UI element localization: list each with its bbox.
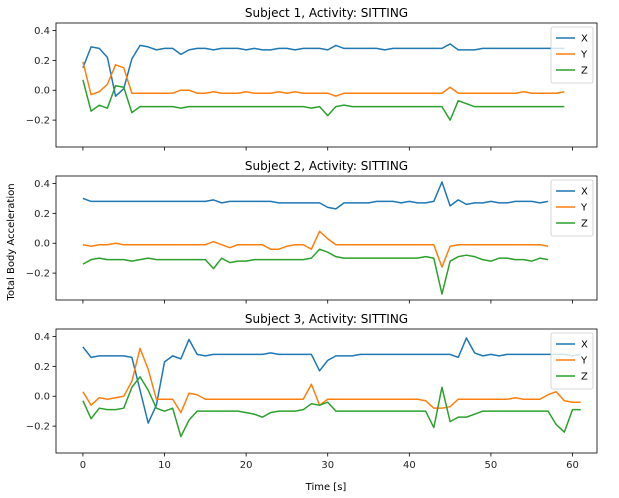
legend-label-x: X <box>581 340 588 351</box>
series-line-y <box>82 347 581 414</box>
x-tick-label: 20 <box>240 460 253 471</box>
legend: XYZ <box>550 26 594 84</box>
y-tick-label: 0.4 <box>34 26 50 37</box>
series-line-x <box>82 43 565 97</box>
legend-box <box>550 26 594 84</box>
y-tick-label: 0.4 <box>34 179 50 190</box>
y-tick-label: −0.2 <box>26 269 50 280</box>
y-tick-label: 0.2 <box>34 362 50 373</box>
y-tick-label: 0.0 <box>34 86 50 97</box>
legend-label-z: Z <box>581 219 588 230</box>
legend-label-y: Y <box>580 356 588 367</box>
subplot-3: Subject 3, Activity: SITTING −0.2 0.0 0.2 0.… <box>26 312 598 471</box>
y-tick-label: 0.2 <box>34 56 50 67</box>
legend-box <box>550 179 594 237</box>
axes-frame <box>55 175 598 301</box>
y-tick-label: 0.0 <box>34 392 50 403</box>
axes-frame <box>55 22 598 148</box>
legend-box <box>550 332 594 390</box>
series-line-y <box>82 230 549 268</box>
y-tick-label: 0.4 <box>34 332 50 343</box>
legend-label-x: X <box>581 34 588 45</box>
legend-label-y: Y <box>580 50 588 61</box>
y-tick-label: −0.2 <box>26 116 50 127</box>
legend-label-y: Y <box>580 203 588 214</box>
subplot-title: Subject 2, Activity: SITTING <box>245 159 408 173</box>
y-tick-label: −0.2 <box>26 422 50 433</box>
x-tick-label: 0 <box>80 460 86 471</box>
legend: XYZ <box>550 179 594 237</box>
legend-label-x: X <box>581 187 588 198</box>
legend-label-z: Z <box>581 66 588 77</box>
series-line-z <box>82 79 565 121</box>
series-line-z <box>82 376 581 438</box>
subplot-1: Subject 1, Activity: SITTING −0.2 0.0 0.2 0.… <box>26 6 598 151</box>
legend: XYZ <box>550 332 594 390</box>
y-tick-label: 0.0 <box>34 239 50 250</box>
x-tick-label: 30 <box>321 460 334 471</box>
x-axis-label: Time [s] <box>305 482 347 493</box>
x-tick-label: 40 <box>403 460 416 471</box>
axes-frame <box>55 328 598 454</box>
y-axis-label: Total Body Acceleration <box>6 183 17 301</box>
legend-label-z: Z <box>581 372 588 383</box>
subplot-title: Subject 3, Activity: SITTING <box>245 312 408 326</box>
series-line-y <box>82 61 565 97</box>
series-line-x <box>82 181 549 210</box>
subplot-title: Subject 1, Activity: SITTING <box>245 6 408 20</box>
series-line-z <box>82 248 549 295</box>
subplot-2: Subject 2, Activity: SITTING −0.2 0.0 0.2 0.… <box>26 159 598 304</box>
y-tick-label: 0.2 <box>34 209 50 220</box>
x-tick-label: 60 <box>566 460 579 471</box>
x-tick-label: 50 <box>485 460 498 471</box>
x-tick-label: 10 <box>158 460 171 471</box>
series-line-x <box>82 337 581 424</box>
